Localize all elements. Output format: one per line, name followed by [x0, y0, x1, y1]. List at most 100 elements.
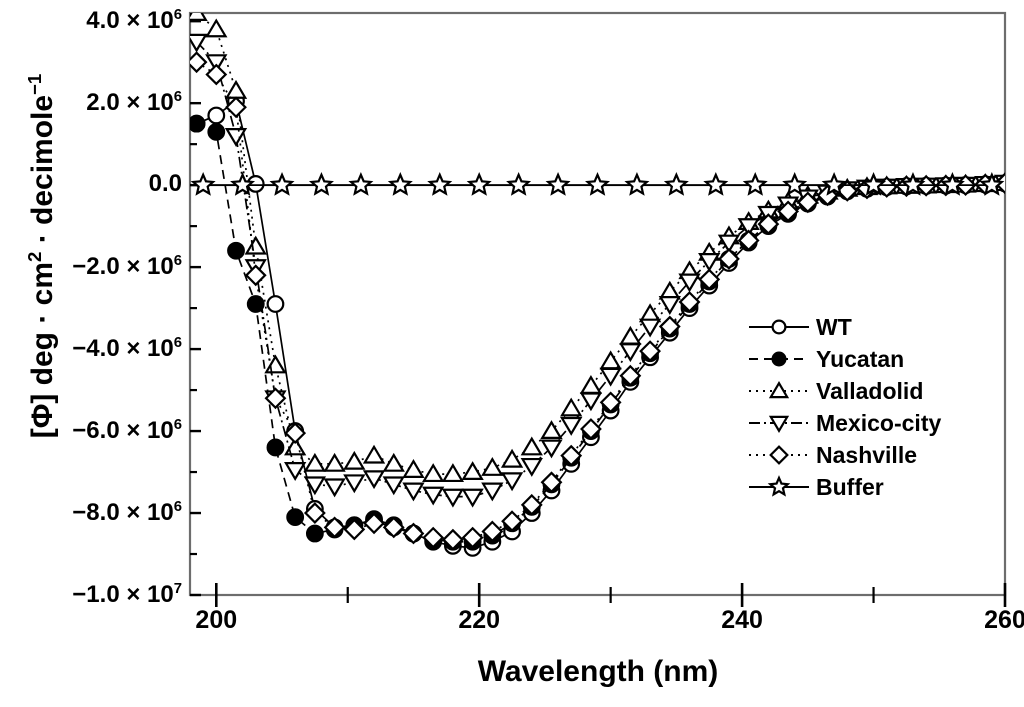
y-tick-label: 0.0: [148, 170, 182, 198]
data-point: [782, 172, 808, 196]
legend-item-yucatan[interactable]: Yucatan: [748, 343, 998, 375]
data-point: [658, 315, 681, 338]
data-point: [207, 122, 226, 141]
data-point: [520, 493, 543, 516]
data-point: [500, 448, 524, 468]
circle-open-icon: [748, 315, 810, 339]
data-point: [303, 452, 327, 472]
data-point: [540, 439, 563, 459]
data-point: [441, 463, 465, 483]
y-tick-label: −8.0 × 106: [72, 499, 182, 527]
data-point: [678, 273, 701, 293]
data-point: [284, 422, 307, 445]
data-point: [619, 343, 642, 363]
data-point: [757, 213, 780, 235]
data-point: [599, 391, 622, 414]
data-point: [703, 172, 729, 196]
data-point: [742, 172, 768, 196]
data-point: [382, 452, 405, 472]
legend-label: Nashville: [816, 441, 917, 468]
y-tick-label: 4.0 × 106: [86, 7, 182, 35]
legend-label: Yucatan: [816, 345, 905, 372]
data-point: [205, 18, 228, 38]
data-point: [821, 172, 847, 196]
x-tick-label: 200: [195, 606, 238, 634]
y-tick-label: −6.0 × 106: [72, 417, 182, 445]
legend-item-valladolid[interactable]: Valladolid: [748, 375, 998, 407]
data-point: [363, 512, 385, 535]
data-point: [190, 51, 208, 74]
legend-item-buffer[interactable]: Buffer: [748, 471, 998, 503]
legend-label: Valladolid: [816, 377, 924, 404]
data-point: [619, 364, 642, 387]
data-point: [308, 172, 334, 196]
legend-label: WT: [816, 313, 852, 340]
data-point: [427, 172, 453, 196]
legend-label: Mexico-city: [816, 409, 942, 436]
x-axis-label: Wavelength (nm): [477, 655, 719, 688]
data-point: [481, 520, 504, 543]
data-point: [362, 470, 386, 490]
data-point: [501, 510, 523, 533]
y-tick-label: −4.0 × 106: [72, 335, 182, 363]
data-point: [737, 229, 760, 252]
triangle-up-open-icon: [748, 379, 810, 403]
data-point: [718, 247, 740, 270]
data-point: [520, 436, 543, 456]
x-tick-label: 260: [984, 606, 1024, 634]
data-point: [506, 172, 532, 196]
data-point: [205, 63, 228, 86]
circle-filled-icon: [748, 347, 810, 371]
data-point: [190, 13, 208, 21]
data-point: [227, 241, 245, 260]
data-point: [382, 476, 405, 496]
data-point: [343, 450, 366, 470]
data-point: [599, 350, 622, 370]
star-open-icon: [748, 475, 810, 499]
triangle-down-open-icon: [748, 411, 810, 435]
data-point: [638, 318, 662, 338]
legend-item-mexico-city[interactable]: Mexico-city: [748, 407, 998, 439]
data-point: [900, 172, 926, 196]
legend-item-nashville[interactable]: Nashville: [748, 439, 998, 471]
data-point: [305, 524, 324, 543]
diamond-open-icon: [748, 443, 810, 467]
data-point: [284, 462, 307, 481]
x-tick-label: 240: [721, 606, 763, 634]
data-point: [303, 476, 327, 496]
data-point: [585, 172, 610, 196]
data-point: [323, 516, 346, 539]
data-point: [545, 172, 571, 196]
data-point: [230, 172, 256, 196]
y-axis-tick-labels: 4.0 × 106 2.0 × 106 0.0 −2.0 × 106 −4.0 × 10…: [0, 0, 182, 707]
data-point: [861, 172, 887, 196]
data-point: [343, 518, 366, 541]
data-point: [540, 420, 563, 440]
data-point: [599, 367, 622, 387]
data-point: [402, 459, 425, 478]
data-point: [343, 474, 366, 494]
data-point: [323, 478, 346, 498]
data-point: [286, 508, 305, 527]
data-point: [777, 200, 800, 223]
data-point: [624, 172, 650, 196]
data-point: [466, 172, 492, 196]
data-point: [540, 471, 563, 494]
data-point: [560, 397, 583, 417]
data-point: [303, 502, 326, 524]
data-point: [266, 295, 285, 313]
data-point: [362, 444, 386, 464]
legend-item-wt[interactable]: WT: [748, 311, 998, 343]
data-point: [481, 482, 504, 502]
data-point: [580, 418, 602, 440]
data-point: [246, 295, 265, 313]
data-point: [678, 291, 701, 313]
data-point: [266, 438, 285, 457]
data-point: [663, 172, 689, 196]
data-point: [461, 461, 484, 480]
data-point: [422, 486, 445, 506]
data-point: [500, 472, 524, 492]
data-point: [639, 340, 661, 363]
data-point: [481, 456, 504, 476]
data-point: [190, 114, 206, 133]
